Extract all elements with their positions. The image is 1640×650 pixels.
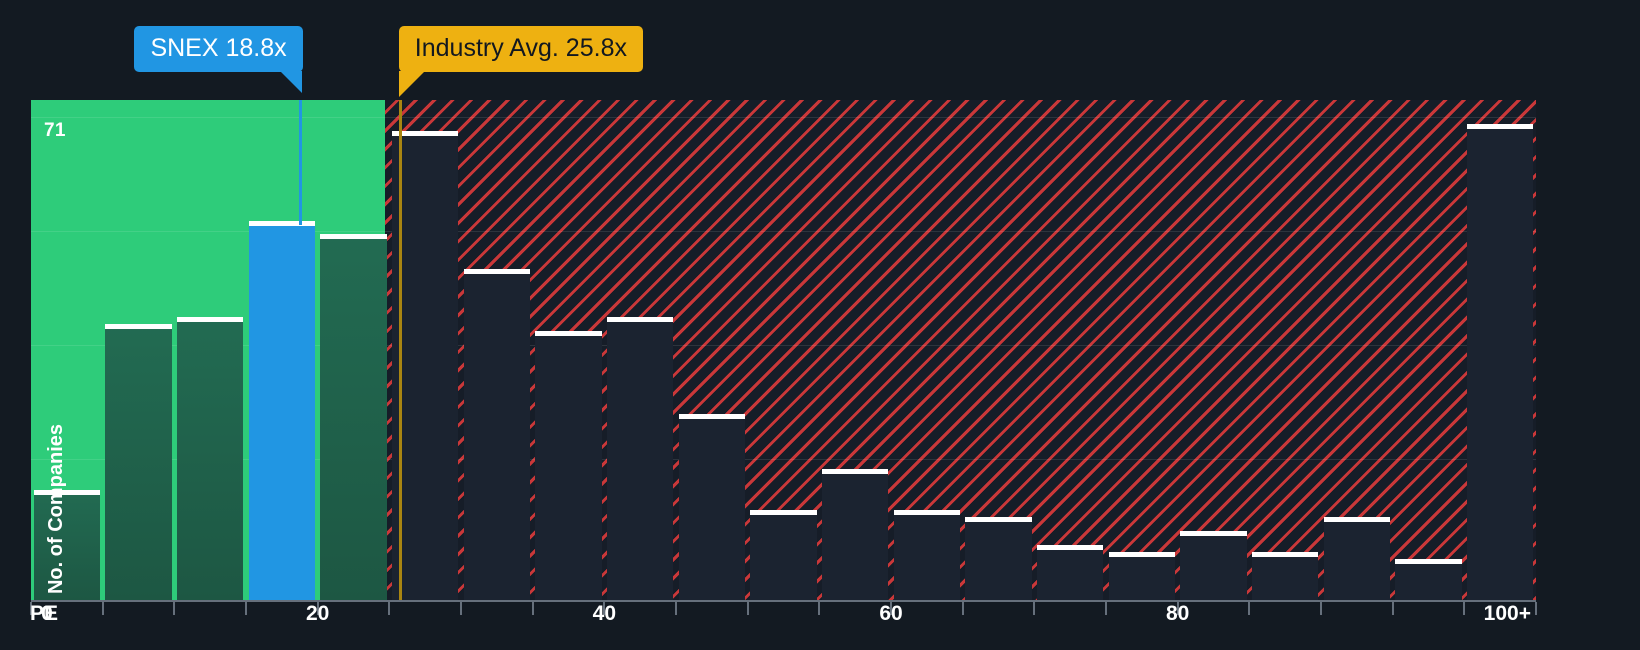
bar-80-85[interactable] (1180, 531, 1247, 600)
bar-65-70[interactable] (965, 517, 1032, 600)
x-tick (101, 602, 104, 615)
bar-cap (893, 510, 961, 516)
bar-25-30[interactable] (391, 131, 459, 600)
x-tick (1391, 602, 1394, 615)
bar-35-40[interactable] (535, 331, 602, 600)
bar-70-75[interactable] (1036, 544, 1104, 600)
x-tick (245, 602, 247, 615)
bar-cap (965, 517, 1032, 523)
x-tick (1105, 602, 1107, 615)
x-tick-label: 60 (879, 602, 903, 625)
bar-cap (535, 331, 602, 337)
x-tick (818, 602, 821, 615)
x-tick (1033, 602, 1036, 615)
bar-0-5[interactable] (33, 489, 101, 600)
industry-tooltip-tail (398, 71, 425, 97)
bar-40-45[interactable] (606, 317, 674, 600)
bar-20-25[interactable] (320, 234, 387, 600)
bar-95-100[interactable] (1395, 558, 1462, 600)
bar-85-90[interactable] (1251, 551, 1319, 600)
bar-60-65[interactable] (893, 510, 961, 600)
bar-cap (320, 234, 387, 240)
x-tick (603, 602, 606, 615)
bar-cap (1323, 517, 1391, 523)
bar-100+[interactable] (1466, 124, 1534, 600)
snex-tooltip[interactable]: SNEX 18.8x (134, 26, 303, 72)
bar-cap (678, 413, 746, 419)
x-tick (531, 602, 534, 615)
x-tick (890, 602, 892, 615)
x-tick-label: 0 (41, 602, 53, 625)
gridline (31, 344, 1536, 346)
x-tick (1176, 602, 1179, 615)
x-tick (1248, 602, 1251, 615)
bar-cap (1108, 551, 1176, 557)
snex-marker-line (298, 100, 302, 225)
bar-cap (606, 317, 674, 323)
x-tick-label: 100+ (1483, 602, 1531, 625)
bar-cap (463, 268, 531, 274)
bar-55-60[interactable] (821, 468, 889, 600)
x-tick (30, 602, 32, 615)
x-tick-label: 20 (305, 602, 330, 625)
y-axis-title: No. of Companies (45, 423, 67, 594)
bar-cap (176, 317, 244, 323)
bar-75-80[interactable] (1108, 551, 1176, 600)
bar-cap (33, 489, 101, 495)
x-tick (388, 602, 391, 615)
gridline (31, 458, 1536, 460)
x-tick (316, 602, 319, 615)
snex-tooltip-tail (280, 71, 303, 93)
x-tick-label: 80 (1165, 602, 1190, 625)
bar-cap (248, 220, 316, 226)
plot-area: 71 No. of Companies (31, 100, 1536, 600)
industry-average-tooltip[interactable]: Industry Avg. 25.8x (398, 26, 643, 72)
x-tick (173, 602, 176, 615)
bar-cap (1180, 531, 1247, 537)
x-tick (961, 602, 964, 615)
bar-15-20[interactable] (248, 220, 316, 600)
x-tick (1463, 602, 1466, 615)
bar-cap (1036, 544, 1104, 550)
x-tick (675, 602, 677, 615)
bar-cap (1395, 558, 1462, 564)
x-axis-prefix-label: PE (30, 602, 59, 625)
industry-average-line (399, 100, 403, 600)
bar-cap (1251, 551, 1319, 557)
industry-tooltip-label: Industry Avg. 25.8x (414, 34, 627, 62)
x-tick (1535, 602, 1537, 615)
gridline (31, 117, 1536, 119)
bar-90-95[interactable] (1323, 517, 1391, 600)
bar-50-55[interactable] (750, 510, 817, 600)
x-tick (460, 602, 462, 615)
bar-45-50[interactable] (678, 413, 746, 600)
x-tick (1320, 602, 1322, 615)
max-value-label: 71 (44, 120, 66, 141)
snex-tooltip-label: SNEX 18.8x (150, 34, 287, 62)
bar-cap (1466, 124, 1534, 130)
bar-5-10[interactable] (105, 324, 172, 600)
bar-10-15[interactable] (176, 317, 244, 600)
x-tick-label: 40 (592, 602, 617, 625)
bar-cap (821, 468, 889, 474)
x-tick (746, 602, 749, 615)
bar-cap (105, 324, 172, 330)
bar-cap (391, 131, 459, 137)
gridline (31, 231, 1536, 233)
x-axis-line (31, 600, 1536, 602)
bar-30-35[interactable] (463, 268, 531, 600)
bar-cap (750, 510, 817, 516)
